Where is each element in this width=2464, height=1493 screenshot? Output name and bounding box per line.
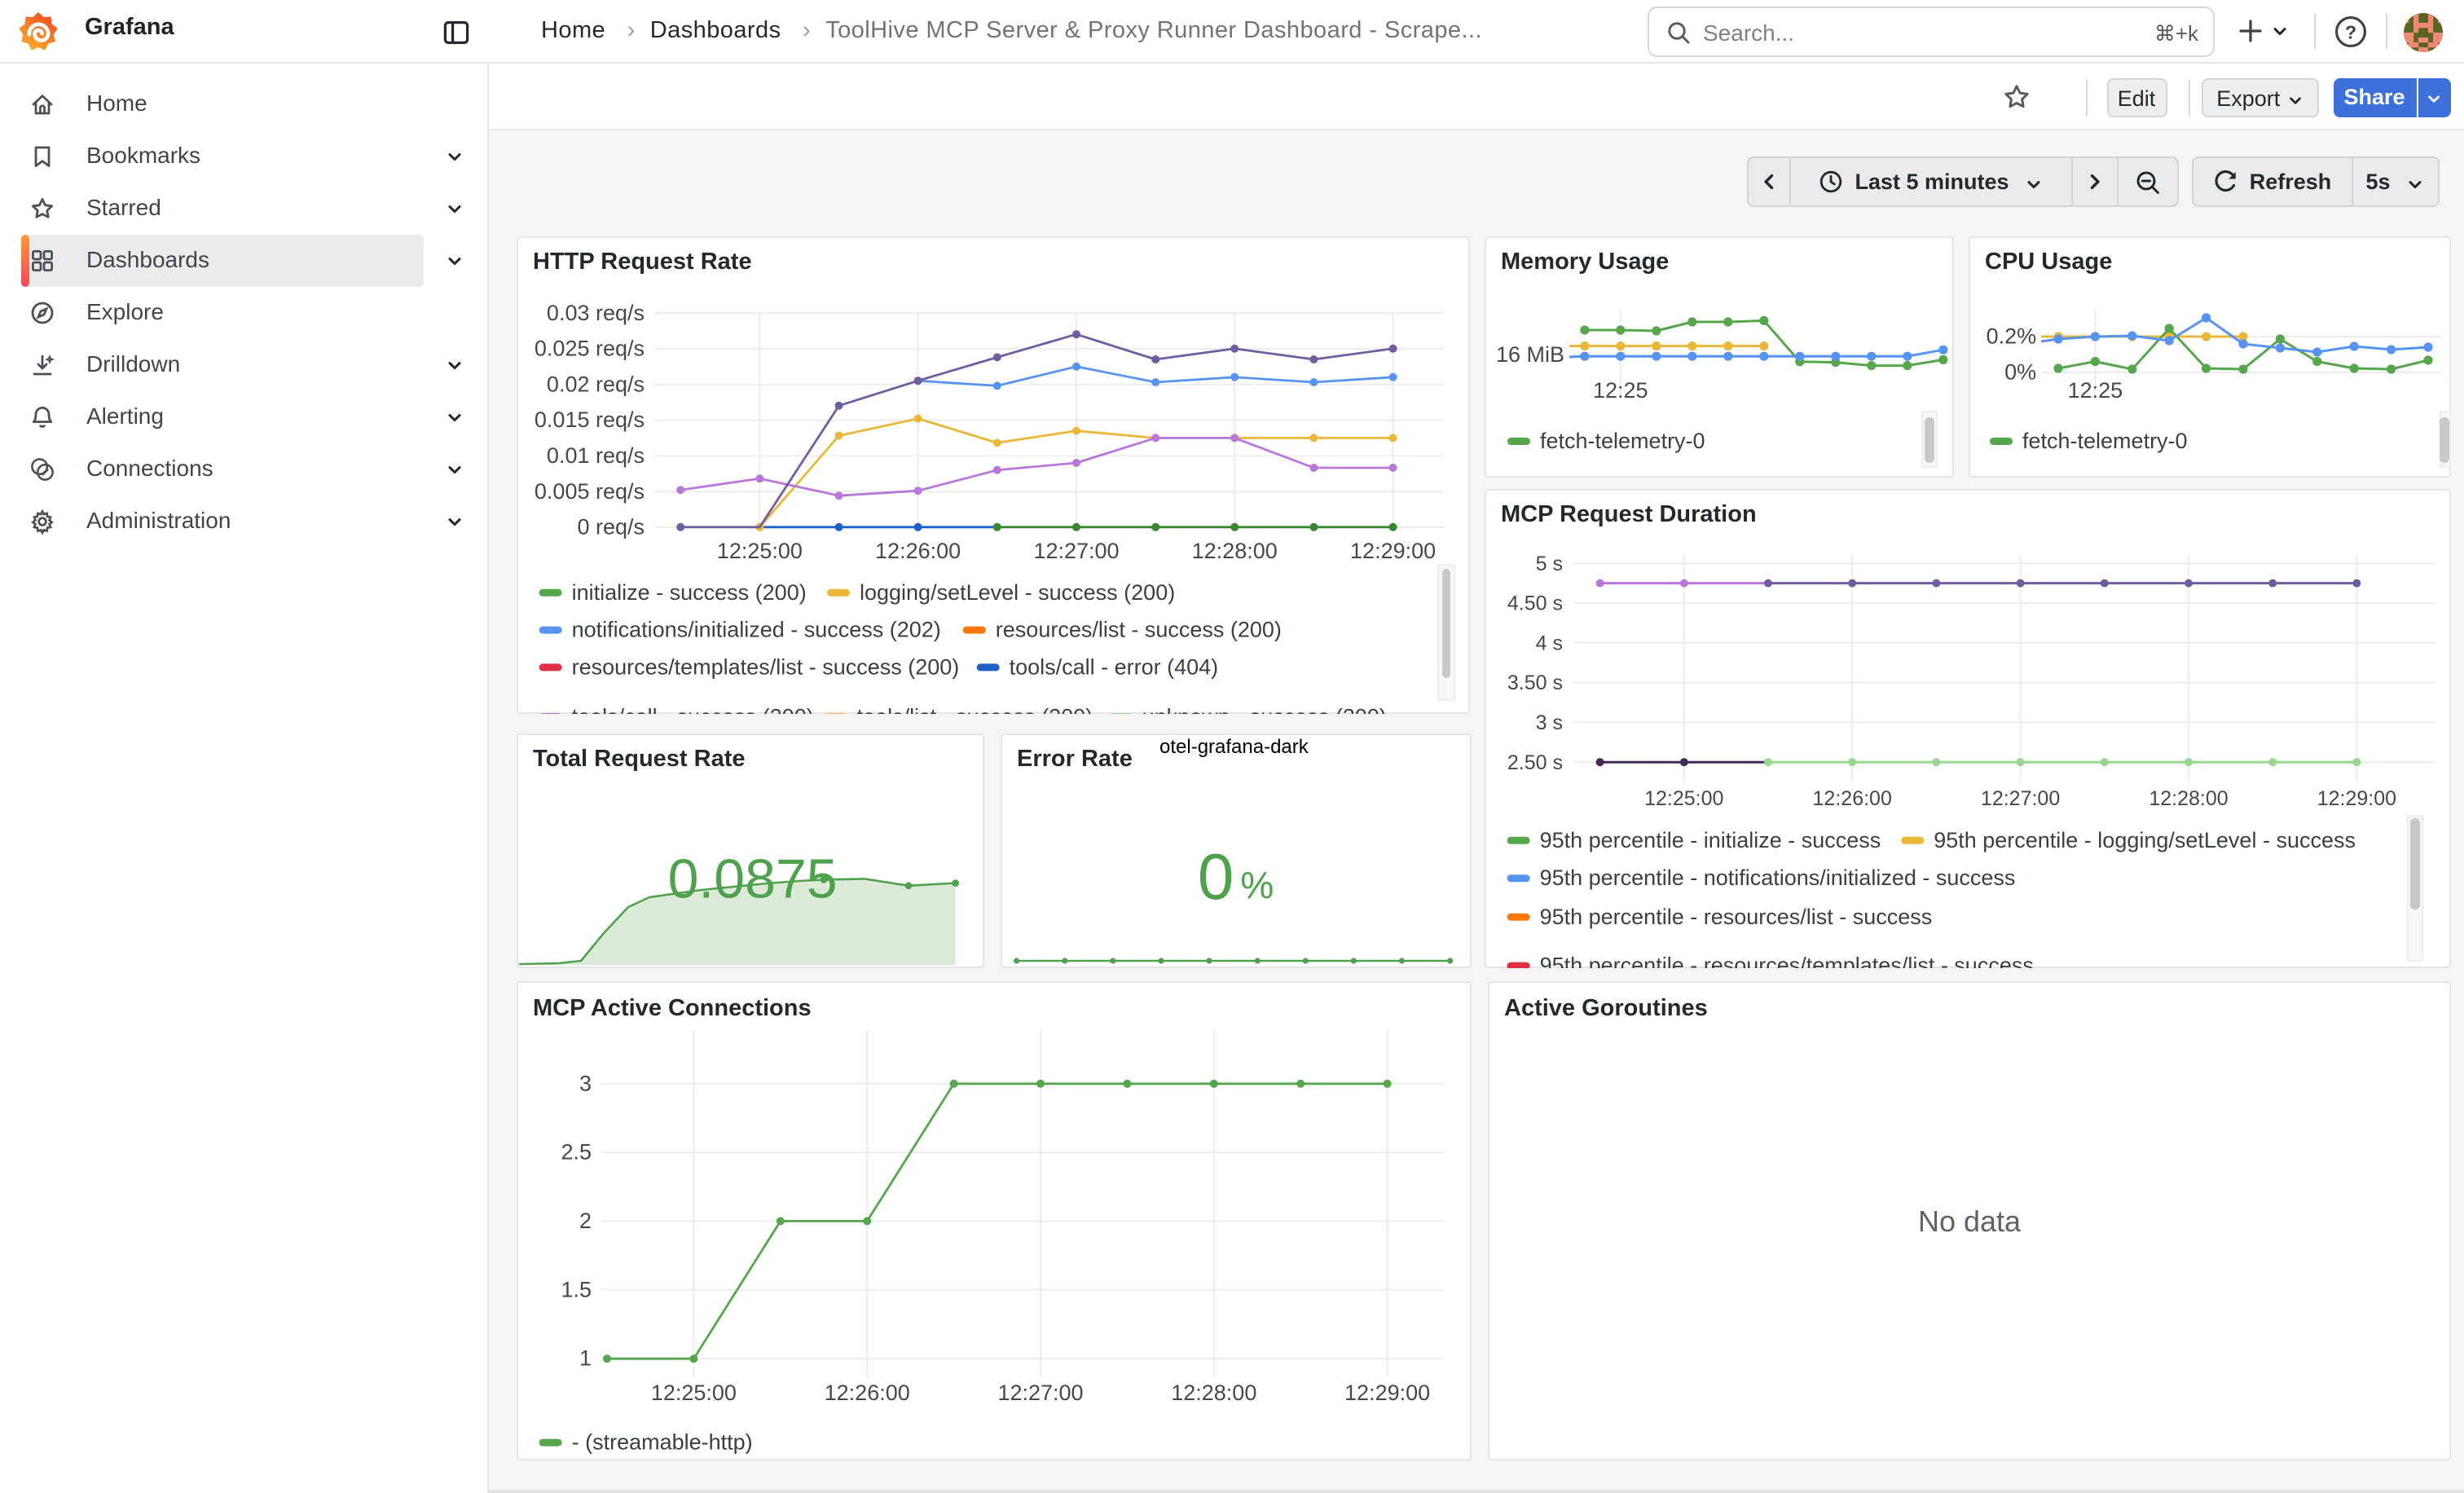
svg-text:0.01 req/s: 0.01 req/s [546, 443, 644, 468]
svg-text:?: ? [2345, 21, 2356, 42]
svg-text:0.015 req/s: 0.015 req/s [534, 407, 644, 432]
svg-text:0.03 req/s: 0.03 req/s [546, 301, 644, 325]
svg-text:notifications/initialized - su: notifications/initialized - success (202… [571, 618, 940, 642]
svg-text:95th percentile - resources/li: 95th percentile - resources/list - succe… [1540, 904, 1933, 928]
svg-text:unknown - success (200): unknown - success (200) [1142, 704, 1386, 714]
svg-text:0 req/s: 0 req/s [576, 515, 644, 540]
svg-text:95th percentile - resources/te: 95th percentile - resources/templates/li… [1540, 953, 2034, 967]
svg-text:No data: No data [1917, 1204, 2021, 1237]
svg-text:Memory Usage: Memory Usage [1501, 249, 1669, 275]
svg-text:12:26:00: 12:26:00 [874, 539, 960, 563]
svg-text:initialize - success (200): initialize - success (200) [571, 580, 806, 605]
svg-text:CPU Usage: CPU Usage [1984, 249, 2111, 275]
svg-text:12:29:00: 12:29:00 [2317, 786, 2396, 809]
svg-text:12:25: 12:25 [1593, 378, 1648, 403]
svg-text:95th percentile - logging/setL: 95th percentile - logging/setLevel - suc… [1934, 827, 2356, 852]
svg-text:0.025 req/s: 0.025 req/s [534, 337, 644, 361]
svg-text:0.005 req/s: 0.005 req/s [534, 479, 644, 504]
svg-text:MCP Request Duration: MCP Request Duration [1501, 500, 1757, 526]
svg-text:resources/list - success (200): resources/list - success (200) [995, 618, 1281, 642]
svg-text:- (streamable-http): - (streamable-http) [571, 1429, 752, 1454]
svg-text:3.50 s: 3.50 s [1507, 671, 1563, 694]
svg-text:1: 1 [579, 1345, 591, 1370]
svg-text:tools/call - error (404): tools/call - error (404) [1009, 654, 1218, 679]
svg-text:MCP Active Connections: MCP Active Connections [532, 994, 811, 1020]
svg-text:Total Request Rate: Total Request Rate [532, 745, 745, 771]
svg-text:4.50 s: 4.50 s [1507, 592, 1563, 614]
svg-text:12:25:00: 12:25:00 [650, 1380, 736, 1404]
svg-text:tools/call - success (200): tools/call - success (200) [571, 704, 813, 714]
svg-text:95th percentile - notification: 95th percentile - notifications/initiali… [1540, 865, 2016, 889]
svg-text:0%: 0% [2004, 360, 2035, 385]
svg-text:0.2%: 0.2% [1986, 324, 2036, 349]
svg-text:12:27:00: 12:27:00 [1981, 786, 2060, 809]
svg-text:resources/templates/list - suc: resources/templates/list - success (200) [571, 654, 959, 679]
svg-text:12:29:00: 12:29:00 [1349, 539, 1435, 563]
svg-text:2.50 s: 2.50 s [1507, 751, 1563, 773]
svg-text:3: 3 [579, 1070, 591, 1094]
svg-text:%: % [1239, 863, 1273, 905]
svg-text:2: 2 [579, 1208, 591, 1232]
svg-text:12:28:00: 12:28:00 [1191, 539, 1277, 563]
svg-text:logging/setLevel - success (20: logging/setLevel - success (200) [859, 580, 1174, 605]
svg-text:1.5: 1.5 [560, 1276, 591, 1301]
svg-text:12:26:00: 12:26:00 [1813, 786, 1892, 809]
svg-text:4 s: 4 s [1536, 631, 1563, 654]
svg-text:2.5: 2.5 [560, 1139, 591, 1164]
svg-text:12:26:00: 12:26:00 [824, 1380, 909, 1404]
svg-text:12:25:00: 12:25:00 [1644, 786, 1723, 809]
svg-text:12:29:00: 12:29:00 [1344, 1380, 1429, 1404]
svg-text:95th percentile - initialize -: 95th percentile - initialize - success [1540, 827, 1881, 852]
svg-text:fetch-telemetry-0: fetch-telemetry-0 [1540, 429, 1705, 453]
svg-text:HTTP Request Rate: HTTP Request Rate [532, 249, 751, 275]
svg-text:0.0875: 0.0875 [667, 848, 837, 909]
svg-text:5 s: 5 s [1536, 552, 1563, 575]
svg-text:12:28:00: 12:28:00 [2149, 786, 2228, 809]
svg-text:fetch-telemetry-0: fetch-telemetry-0 [2022, 429, 2187, 453]
svg-text:0: 0 [1197, 839, 1234, 912]
svg-text:12:25: 12:25 [2067, 378, 2123, 403]
svg-text:Error Rate: Error Rate [1016, 745, 1132, 771]
svg-text:tools/list - success (200): tools/list - success (200) [856, 704, 1093, 714]
svg-text:0.02 req/s: 0.02 req/s [546, 372, 644, 396]
svg-text:12:27:00: 12:27:00 [1032, 539, 1118, 563]
svg-text:Active Goroutines: Active Goroutines [1503, 994, 1707, 1020]
svg-text:12:25:00: 12:25:00 [716, 539, 802, 563]
svg-text:12:28:00: 12:28:00 [1170, 1380, 1256, 1404]
svg-text:3 s: 3 s [1536, 711, 1563, 733]
svg-text:16 MiB: 16 MiB [1496, 342, 1564, 367]
svg-text:12:27:00: 12:27:00 [997, 1380, 1082, 1404]
